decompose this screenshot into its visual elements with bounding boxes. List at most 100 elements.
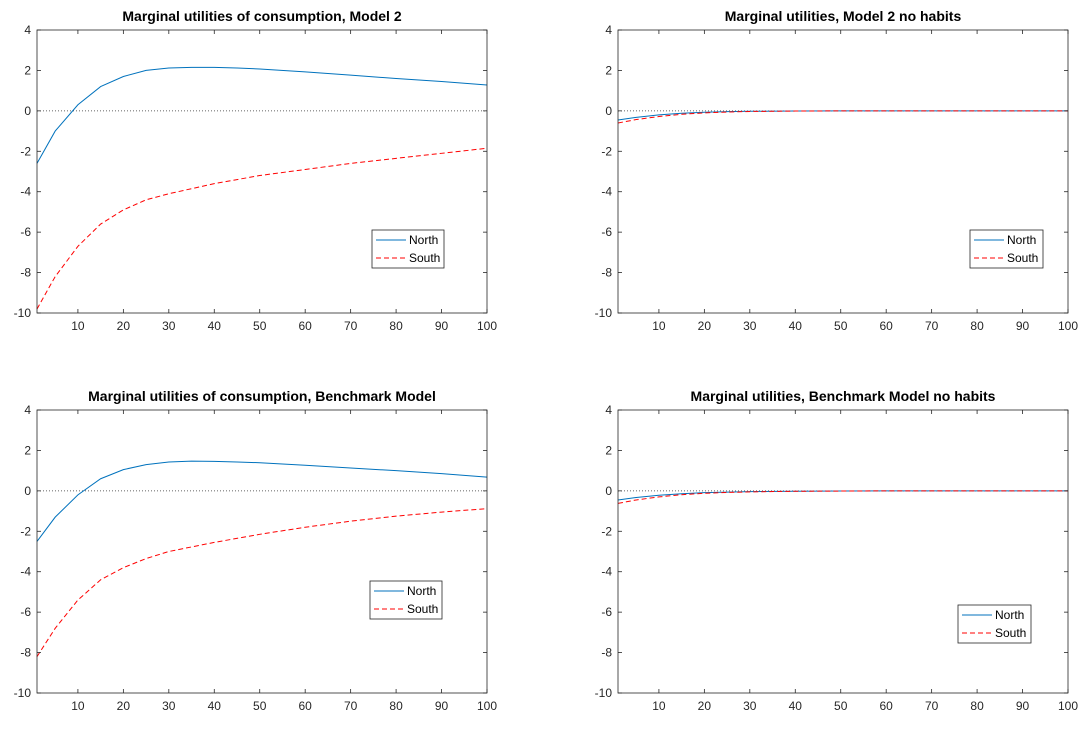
y-tick-label: -4 xyxy=(601,565,612,579)
y-tick-label: 4 xyxy=(605,403,612,417)
x-tick-label: 20 xyxy=(117,319,131,333)
legend-label-north: North xyxy=(995,608,1024,622)
y-tick-label: -2 xyxy=(20,144,31,158)
x-tick-label: 30 xyxy=(743,699,757,713)
y-tick-label: 0 xyxy=(605,104,612,118)
x-tick-label: 30 xyxy=(743,319,757,333)
x-tick-label: 60 xyxy=(299,699,313,713)
x-tick-label: 40 xyxy=(208,319,222,333)
chart-title: Marginal utilities, Benchmark Model no h… xyxy=(691,388,996,404)
legend-label-south: South xyxy=(995,626,1026,640)
plot-area xyxy=(618,410,1068,693)
y-tick-label: -6 xyxy=(601,605,612,619)
y-tick-label: 4 xyxy=(605,23,612,37)
x-tick-label: 50 xyxy=(253,699,267,713)
y-tick-label: 0 xyxy=(24,484,31,498)
x-tick-label: 20 xyxy=(698,699,712,713)
legend: North South xyxy=(969,229,1044,269)
x-tick-label: 50 xyxy=(253,319,267,333)
plot-area xyxy=(618,30,1068,313)
y-tick-label: 2 xyxy=(24,63,31,77)
x-tick-label: 50 xyxy=(834,699,848,713)
y-tick-label: -6 xyxy=(601,225,612,239)
axes-frame xyxy=(617,409,1069,694)
y-tick-label: -10 xyxy=(595,686,613,700)
legend: North South xyxy=(957,604,1032,644)
x-tick-label: 60 xyxy=(880,319,894,333)
legend-label-south: South xyxy=(1007,251,1038,265)
y-tick-label: 2 xyxy=(605,443,612,457)
x-tick-label: 10 xyxy=(652,319,666,333)
series-line-south xyxy=(617,110,1068,124)
chart-title: Marginal utilities of consumption, Bench… xyxy=(88,388,436,404)
chart-panel-2: 10 20 30 40 50 60 70 80 90 100 -10 -8 -6 -4 -2 0 2 4 Margi… xyxy=(595,8,1079,333)
x-tick-label: 30 xyxy=(162,699,176,713)
y-tick-label: -10 xyxy=(14,306,32,320)
y-tick-label: -4 xyxy=(601,185,612,199)
x-tick-label: 70 xyxy=(925,699,939,713)
y-tick-label: -4 xyxy=(20,565,31,579)
x-tick-label: 90 xyxy=(1016,319,1030,333)
axes-frame xyxy=(36,409,488,694)
chart-panel-3: 10 20 30 40 50 60 70 80 90 100 -10 -8 -6 -4 -2 0 2 4 Margi… xyxy=(14,388,498,713)
y-tick-label: -10 xyxy=(14,686,32,700)
chart-panel-4: 10 20 30 40 50 60 70 80 90 100 -10 -8 -6 -4 -2 0 2 4 Margi… xyxy=(595,388,1079,713)
x-tick-label: 70 xyxy=(925,319,939,333)
series-line-south xyxy=(36,147,488,310)
chart-panel-1: 10 20 30 40 50 60 70 80 90 100 -10 -8 -6 -4 -2 0 2 4 Margi… xyxy=(14,8,498,333)
y-tick-label: -4 xyxy=(20,185,31,199)
y-tick-label: 0 xyxy=(24,104,31,118)
y-tick-label: -2 xyxy=(601,144,612,158)
legend-box xyxy=(969,229,1044,269)
legend-box xyxy=(369,580,443,620)
legend-label-south: South xyxy=(409,251,440,265)
axes-frame xyxy=(617,29,1069,314)
plot-area xyxy=(37,410,487,693)
y-tick-label: -8 xyxy=(601,266,612,280)
y-tick-label: 4 xyxy=(24,23,31,37)
x-tick-label: 70 xyxy=(344,699,358,713)
y-tick-label: -8 xyxy=(20,266,31,280)
series-line-north xyxy=(36,66,488,164)
x-tick-label: 60 xyxy=(880,699,894,713)
x-tick-label: 10 xyxy=(652,699,666,713)
x-tick-label: 100 xyxy=(477,319,497,333)
y-tick-label: -6 xyxy=(20,605,31,619)
x-tick-label: 10 xyxy=(71,699,85,713)
y-tick-label: -6 xyxy=(20,225,31,239)
y-tick-label: -8 xyxy=(601,646,612,660)
y-tick-label: -10 xyxy=(595,306,613,320)
x-tick-label: 90 xyxy=(435,699,449,713)
x-tick-label: 100 xyxy=(477,699,497,713)
x-tick-label: 90 xyxy=(1016,699,1030,713)
series-line-south xyxy=(617,490,1068,504)
x-tick-label: 40 xyxy=(789,319,803,333)
x-tick-label: 100 xyxy=(1058,699,1078,713)
legend: North South xyxy=(371,229,445,269)
x-tick-label: 20 xyxy=(117,699,131,713)
y-tick-label: -8 xyxy=(20,646,31,660)
x-tick-label: 50 xyxy=(834,319,848,333)
x-tick-label: 90 xyxy=(435,319,449,333)
x-tick-label: 30 xyxy=(162,319,176,333)
x-tick-label: 100 xyxy=(1058,319,1078,333)
y-tick-label: -2 xyxy=(601,524,612,538)
legend-label-north: North xyxy=(409,233,438,247)
x-tick-label: 80 xyxy=(970,319,984,333)
legend-label-south: South xyxy=(407,602,438,616)
y-tick-label: 0 xyxy=(605,484,612,498)
plot-area xyxy=(37,30,487,313)
x-tick-label: 20 xyxy=(698,319,712,333)
x-tick-label: 60 xyxy=(299,319,313,333)
y-tick-label: 4 xyxy=(24,403,31,417)
series-line-north xyxy=(36,460,488,542)
series-line-south xyxy=(36,508,488,657)
x-tick-label: 80 xyxy=(389,699,403,713)
y-tick-label: 2 xyxy=(605,63,612,77)
legend: North South xyxy=(369,580,443,620)
x-tick-label: 80 xyxy=(389,319,403,333)
chart-title: Marginal utilities of consumption, Model… xyxy=(122,8,401,24)
chart-title: Marginal utilities, Model 2 no habits xyxy=(725,8,962,24)
x-tick-label: 40 xyxy=(789,699,803,713)
